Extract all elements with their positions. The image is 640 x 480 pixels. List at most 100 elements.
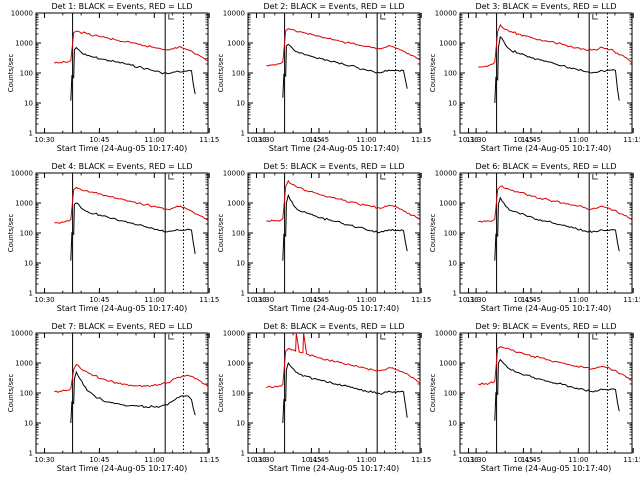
- x-tick-label: 11:45: [521, 136, 541, 144]
- y-axis-label: Counts/sec: [7, 374, 15, 413]
- x-tick-label: 11:15: [411, 456, 431, 464]
- x-tick-label: 10:30: [246, 456, 266, 464]
- y-tick-label: 10000: [11, 10, 33, 18]
- x-tick-label: 10:45: [513, 456, 533, 464]
- chart-panel-1: Det 1: BLACK = Events, RED = LLD 1 10 100 10…: [7, 2, 329, 153]
- chart-title: Det 5: BLACK = Events, RED = LLD: [264, 162, 405, 171]
- y-tick-label: 100: [232, 70, 245, 78]
- x-tick-label: 11:30: [466, 456, 486, 464]
- x-tick-label: 11:00: [568, 136, 588, 144]
- chart-panel-6: Det 6: BLACK = Events, RED = LLD 1 10 100 10…: [429, 162, 640, 313]
- x-tick-label: 11:30: [254, 296, 274, 304]
- x-tick-label: 11:45: [521, 456, 541, 464]
- plot-frame: [459, 332, 633, 454]
- lld-series-line: [54, 186, 209, 224]
- chart-panel-2: Det 2: BLACK = Events, RED = LLD 1 10 100 10…: [217, 2, 541, 153]
- lld-series-line: [266, 179, 421, 223]
- plot-frame: [247, 332, 421, 454]
- y-tick-label: 10000: [223, 170, 245, 178]
- chart-title: Det 6: BLACK = Events, RED = LLD: [476, 162, 617, 171]
- x-tick-label: 11:15: [411, 296, 431, 304]
- events-series-line: [494, 35, 620, 104]
- events-series-line: [282, 193, 408, 261]
- x-tick-label: 11:15: [199, 136, 219, 144]
- chart-title: Det 8: BLACK = Events, RED = LLD: [264, 322, 405, 331]
- attenuator-marker: [592, 14, 598, 20]
- y-tick-label: 1: [453, 290, 457, 298]
- x-tick-label: 10:30: [458, 456, 478, 464]
- y-axis-label: Counts/sec: [217, 214, 225, 253]
- attenuator-marker: [380, 334, 386, 340]
- y-tick-label: 1000: [439, 200, 457, 208]
- lld-series-line: [478, 185, 633, 223]
- x-tick-label: 11:00: [144, 136, 164, 144]
- y-tick-label: 1: [241, 130, 245, 138]
- y-axis-label: Counts/sec: [7, 54, 15, 93]
- y-tick-label: 10000: [435, 330, 457, 338]
- y-axis-label: Counts/sec: [429, 54, 437, 93]
- x-tick-label: 11:30: [466, 296, 486, 304]
- plot-frame: [459, 12, 633, 134]
- y-tick-label: 1: [241, 450, 245, 458]
- x-tick-label: 11:00: [356, 296, 376, 304]
- attenuator-marker: [168, 14, 174, 20]
- chart-panel-7: Det 7: BLACK = Events, RED = LLD 1 10 100 10…: [7, 322, 329, 473]
- x-tick-label: 11:00: [568, 456, 588, 464]
- x-tick-label: 10:45: [301, 296, 321, 304]
- y-tick-label: 10000: [11, 170, 33, 178]
- plot-frame: [247, 12, 421, 134]
- lld-series-line: [54, 30, 209, 64]
- y-tick-label: 10: [448, 100, 457, 108]
- x-tick-label: 10:45: [513, 136, 533, 144]
- x-tick-label: 11:30: [254, 456, 274, 464]
- x-tick-label: 10:45: [513, 296, 533, 304]
- events-series-line: [282, 361, 408, 424]
- x-tick-label: 11:00: [356, 136, 376, 144]
- y-axis-label: Counts/sec: [429, 214, 437, 253]
- x-tick-label: 11:15: [623, 296, 640, 304]
- x-tick-label: 10:45: [89, 456, 109, 464]
- x-tick-label: 11:45: [521, 296, 541, 304]
- x-tick-label: 10:30: [34, 296, 54, 304]
- y-tick-label: 10: [236, 100, 245, 108]
- x-axis-label: Start Time (24-Aug-05 10:17:40): [269, 304, 400, 313]
- chart-title: Det 7: BLACK = Events, RED = LLD: [52, 322, 193, 331]
- x-axis-label: Start Time (24-Aug-05 10:17:40): [57, 304, 188, 313]
- plot-frame: [459, 172, 633, 294]
- y-tick-label: 10000: [435, 170, 457, 178]
- y-tick-label: 10000: [435, 10, 457, 18]
- x-axis-label: Start Time (24-Aug-05 10:17:40): [57, 144, 188, 153]
- lld-series-line: [54, 363, 209, 394]
- y-tick-label: 1000: [227, 200, 245, 208]
- x-tick-label: 11:15: [623, 136, 640, 144]
- chart-title: Det 2: BLACK = Events, RED = LLD: [264, 2, 405, 11]
- attenuator-marker: [592, 174, 598, 180]
- x-tick-label: 10:30: [34, 456, 54, 464]
- x-tick-label: 10:30: [246, 136, 266, 144]
- x-axis-label: Start Time (24-Aug-05 10:17:40): [481, 304, 612, 313]
- x-tick-label: 11:15: [199, 296, 219, 304]
- x-tick-label: 10:30: [246, 296, 266, 304]
- y-tick-label: 1: [453, 450, 457, 458]
- chart-panel-8: Det 8: BLACK = Events, RED = LLD 1 10 100 10…: [217, 322, 541, 473]
- chart-title: Det 4: BLACK = Events, RED = LLD: [52, 162, 193, 171]
- y-axis-label: Counts/sec: [217, 54, 225, 93]
- y-tick-label: 10: [448, 420, 457, 428]
- y-tick-label: 10: [236, 260, 245, 268]
- y-tick-label: 1: [29, 450, 33, 458]
- x-tick-label: 11:45: [309, 296, 329, 304]
- x-axis-label: Start Time (24-Aug-05 10:17:40): [481, 144, 612, 153]
- x-tick-label: 11:30: [466, 136, 486, 144]
- lld-series-line: [478, 346, 633, 386]
- x-tick-label: 11:45: [309, 456, 329, 464]
- x-tick-label: 10:45: [89, 136, 109, 144]
- y-tick-label: 1: [29, 290, 33, 298]
- y-tick-label: 10000: [223, 10, 245, 18]
- x-tick-label: 10:45: [301, 136, 321, 144]
- chart-panel-9: Det 9: BLACK = Events, RED = LLD 1 10 100 10…: [429, 322, 640, 473]
- y-tick-label: 10000: [223, 330, 245, 338]
- x-tick-label: 11:45: [309, 136, 329, 144]
- events-series-line: [494, 358, 620, 421]
- attenuator-marker: [592, 334, 598, 340]
